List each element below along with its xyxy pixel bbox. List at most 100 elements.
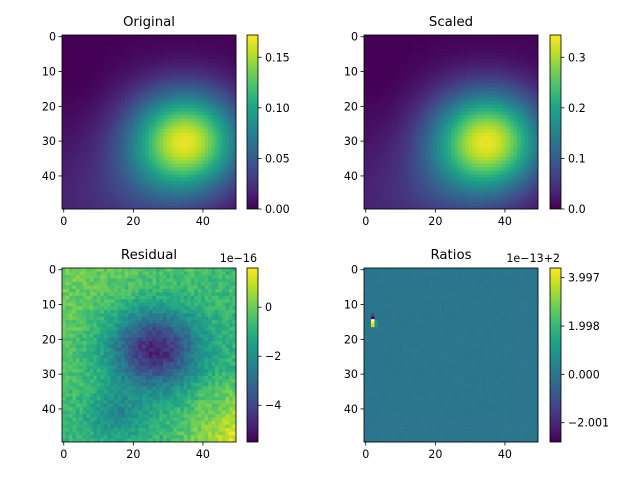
heatmap-cell [75,76,80,81]
heatmap-cell [457,35,462,39]
heatmap-cell [384,90,389,95]
heatmap-cell [388,52,393,57]
heatmap-cell [103,55,108,60]
heatmap-cell [468,174,473,179]
heatmap-cell [72,101,77,105]
heatmap-cell [503,115,508,119]
heatmap-cell [489,125,494,130]
heatmap-cell [527,59,532,64]
heatmap-cell [412,94,417,98]
heatmap-cell [180,69,185,74]
heatmap-cell [423,146,427,151]
heatmap-cell [62,177,66,182]
heatmap-cell [370,48,375,53]
heatmap-cell [194,118,199,123]
heatmap-cell [169,80,174,85]
heatmap-cell [475,87,480,92]
heatmap-cell [419,69,424,74]
heatmap-cell [204,62,209,67]
heatmap-cell [475,195,480,199]
heatmap-cell [145,170,150,175]
heatmap-cell [457,122,462,126]
heatmap-cell [370,90,375,95]
heatmap-cell [180,55,185,60]
heatmap-cell [201,177,206,182]
heatmap-cell [374,97,379,102]
heatmap-cell [204,48,209,53]
heatmap-cell [152,52,157,57]
heatmap-cell [169,66,174,71]
heatmap-cell [482,62,487,67]
heatmap-cell [405,108,410,112]
heatmap-cell [155,146,160,151]
heatmap-cell [159,163,164,168]
heatmap-cell [229,142,233,147]
heatmap-cell [402,101,407,105]
heatmap-cell [412,153,417,158]
heatmap-cells [364,35,539,210]
heatmap-cell [79,55,84,60]
heatmap-cell [416,52,421,57]
heatmap-cell [433,90,438,95]
heatmap-cell [426,174,431,179]
heatmap-cell [423,83,427,88]
heatmap-cell [430,139,434,144]
heatmap-cell [485,149,490,154]
heatmap-cell [152,48,157,53]
heatmap-cell [211,202,216,206]
heatmap-cell [370,122,375,126]
heatmap-cell [107,202,112,206]
heatmap-cell [215,55,219,60]
heatmap-cell [468,35,473,39]
heatmap-cell [135,73,139,78]
heatmap-cell [398,35,403,39]
heatmap-cell [534,202,539,206]
heatmap-cell [524,122,528,126]
heatmap-cell [468,170,473,175]
heatmap-cell [381,69,386,74]
heatmap-cell [138,188,143,192]
heatmap-cell [423,132,427,137]
heatmap-cell [62,122,66,126]
heatmap-cell [204,184,209,189]
heatmap-cell [510,202,514,206]
heatmap-cell [62,83,66,88]
heatmap-cell [433,87,438,92]
heatmap-cell [68,167,73,172]
heatmap-cell [440,111,445,116]
heatmap-cell [468,160,473,165]
heatmap-cell [364,59,368,64]
heatmap-cell [124,132,129,137]
heatmap-cell [464,181,469,185]
heatmap-cell [211,73,216,78]
heatmap-cell [194,202,199,206]
heatmap-cell [433,80,438,85]
heatmap-cell [444,181,448,185]
heatmap-cell [65,48,70,53]
heatmap-cell [433,69,438,74]
heatmap-cell [374,146,379,151]
heatmap-cell [114,80,119,85]
heatmap-cell [520,66,525,71]
heatmap-cell [402,153,407,158]
heatmap-cell [131,156,136,161]
heatmap-cell [72,97,77,102]
heatmap-cell [461,170,466,175]
heatmap-cell [225,118,230,123]
heatmap-cell [402,198,407,203]
heatmap-cell [524,195,528,199]
heatmap-cell [444,132,448,137]
heatmap-cell [194,156,199,161]
heatmap-cell [423,149,427,154]
heatmap-cell [468,69,473,74]
heatmap-cell [96,101,101,105]
heatmap-cell [211,104,216,109]
heatmap-cell [475,62,480,67]
heatmap-cell [534,181,539,185]
heatmap-cell [437,128,441,133]
heatmap-cell [437,97,441,102]
heatmap-cell [419,52,424,57]
heatmap-cell [86,87,91,92]
heatmap-cell [96,198,101,203]
heatmap-cell [107,132,112,137]
